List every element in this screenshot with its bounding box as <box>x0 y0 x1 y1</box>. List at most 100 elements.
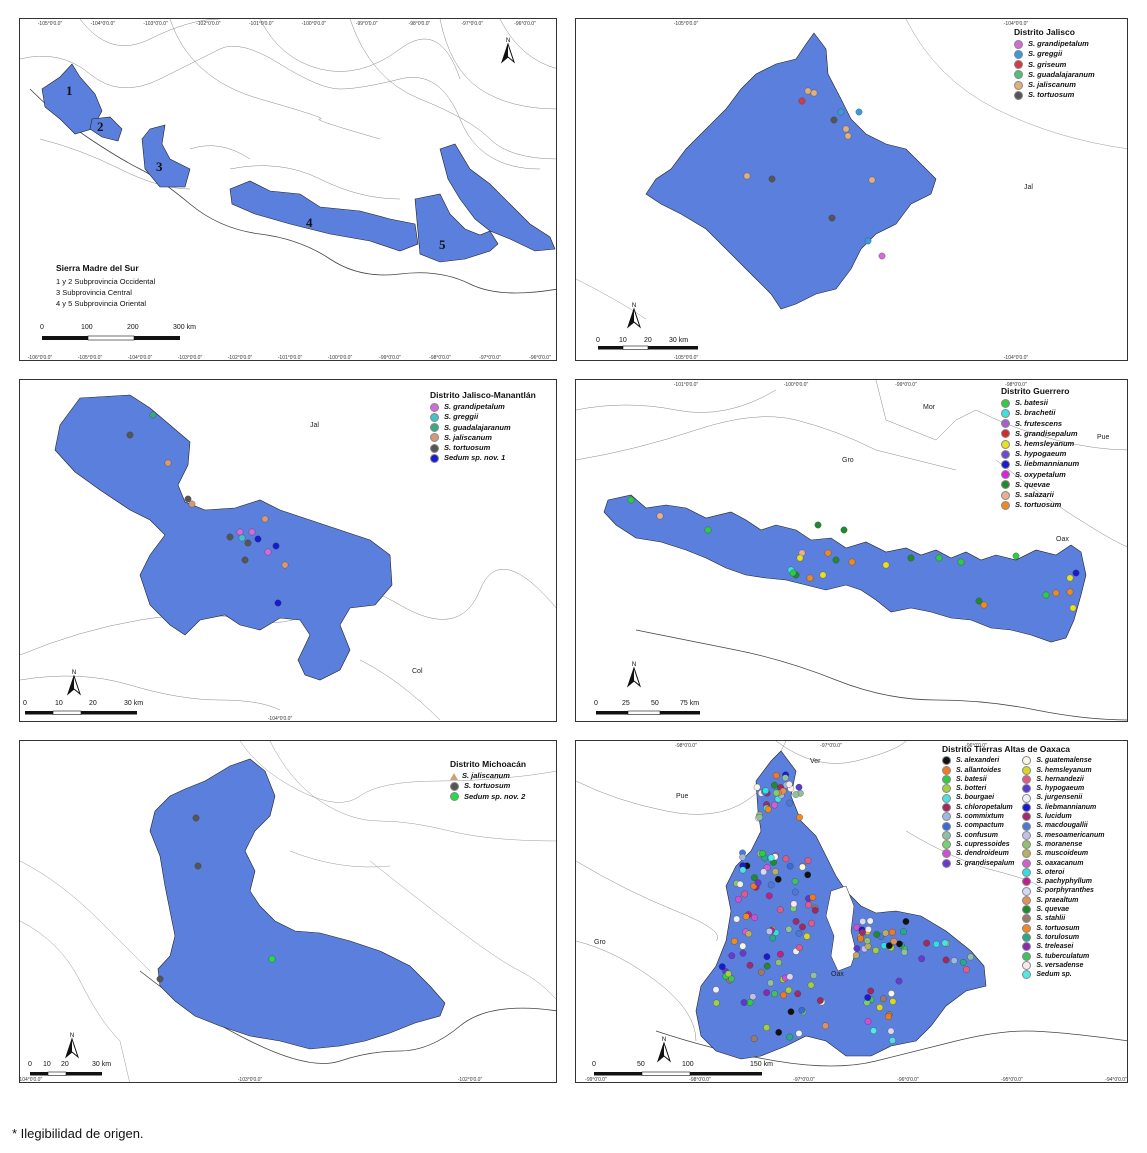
legend-swatch <box>942 830 951 840</box>
occurrence-point <box>918 955 926 963</box>
legend-item: S. cupressoides <box>942 840 1014 850</box>
map6-points <box>712 771 974 1044</box>
state-label-oax: Oax <box>1056 536 1069 543</box>
north-label: N <box>632 303 636 309</box>
legend-label: S. grandipetalum <box>444 402 505 412</box>
legend-swatch <box>942 775 951 785</box>
legend-swatch <box>450 772 458 780</box>
legend-swatch <box>430 413 439 422</box>
scale-label: 25 <box>622 700 630 707</box>
occurrence-point <box>753 783 761 791</box>
legend-swatch <box>1022 858 1032 868</box>
scale-label: 75 km <box>680 700 700 707</box>
legend-label: S. tortuosum <box>464 781 511 791</box>
map3-points <box>126 411 289 607</box>
occurrence-point <box>1069 604 1077 612</box>
occurrence-point <box>742 913 750 920</box>
occurrence-point <box>872 947 880 954</box>
occurrence-point <box>786 862 794 870</box>
occurrence-point <box>809 893 817 901</box>
legend-label: S. hemsleyanum <box>1036 766 1092 774</box>
map2-svg: -105°0'0.0" -104°0'0.0" -105°0'0.0" -104°0… <box>576 19 1127 360</box>
occurrence-point <box>799 863 806 871</box>
occurrence-point <box>848 558 856 566</box>
state-boundaries <box>576 19 1127 320</box>
occurrence-point <box>799 923 806 931</box>
legend-item: S. oaxacanum <box>1022 858 1104 868</box>
map-distrito-jalisco: -105°0'0.0" -104°0'0.0" -105°0'0.0" -104°0… <box>575 18 1128 361</box>
occurrence-point <box>264 548 272 556</box>
occurrence-point <box>728 952 736 960</box>
occurrence-point <box>795 1030 803 1037</box>
occurrence-point <box>268 955 276 963</box>
legend-swatch <box>430 453 439 463</box>
scale-bar <box>596 710 700 715</box>
legend-item: S. versadense <box>1022 960 1104 970</box>
legend-title: Distrito Jalisco-Manantlán <box>430 390 536 400</box>
occurrence-point <box>890 938 898 945</box>
coordinate-label: -104°0'0.0" <box>268 716 293 722</box>
legend-item: S. oxypetalum <box>1001 470 1079 480</box>
legend-swatch <box>942 812 951 822</box>
occurrence-point <box>192 814 200 822</box>
occurrence-point <box>811 906 819 914</box>
legend-label: S. allantoides <box>956 766 1002 774</box>
occurrence-point <box>887 1027 895 1035</box>
legend-label: S. quevae <box>1036 906 1070 914</box>
legend-item: S. greggii <box>430 412 536 422</box>
state-label-mor: Mor <box>923 404 936 411</box>
occurrence-point <box>889 1037 896 1044</box>
occurrence-point <box>756 813 763 821</box>
coordinate-label: -97°0'0.0" <box>479 355 501 361</box>
scale-label: 150 km <box>750 1061 773 1068</box>
map1-legend: Sierra Madre del Sur 1 y 2 Subprovincia … <box>56 263 155 309</box>
coordinate-label: -99°0'0.0" <box>895 382 917 388</box>
legend-item: S. muscoideum <box>1022 849 1104 859</box>
occurrence-point <box>739 942 747 950</box>
legend-item: Sedum sp. <box>1022 970 1104 980</box>
legend-swatch <box>1001 449 1010 459</box>
occurrence-point <box>901 948 908 956</box>
occurrence-point <box>814 521 822 529</box>
occurrence-point <box>864 1018 872 1025</box>
legend-label: S. praealtum <box>1036 896 1079 904</box>
occurrence-point <box>764 805 772 813</box>
legend-item: S. salazarii <box>1001 490 1079 500</box>
coastline <box>29 88 556 294</box>
legend-swatch <box>430 443 439 453</box>
legend-swatch <box>1001 398 1010 408</box>
occurrence-point <box>804 871 812 879</box>
legend-item: S. stahlii <box>1022 914 1104 924</box>
legend-label: S. hemsleyanum <box>1015 439 1075 449</box>
legend-swatch <box>1001 470 1010 480</box>
occurrence-point <box>704 526 712 534</box>
map-distrito-jalisco-manantlan: -104°0'0.0" N Jal Col Distrito Jalisco-M… <box>19 379 557 722</box>
legend-swatch <box>1001 439 1010 449</box>
region-5-north <box>439 143 556 252</box>
map-distrito-guerrero: -101°0'0.0" -100°0'0.0" -99°0'0.0" -98°0'0.… <box>575 379 1128 722</box>
occurrence-point <box>959 959 967 966</box>
legend-item: S. porphyranthes <box>1022 886 1104 896</box>
occurrence-point <box>733 915 741 923</box>
district-region <box>149 758 446 1050</box>
occurrence-point <box>819 571 827 579</box>
state-label-gro: Gro <box>594 939 606 946</box>
coordinate-label: -99°0'0.0" <box>379 355 401 361</box>
map5-legend: Distrito Michoacán S. jaliscanum S. tortu… <box>450 759 526 802</box>
legend-item: S. quevae <box>1001 480 1079 490</box>
legend-item: Sedum sp. nov. 2 <box>450 792 526 802</box>
occurrence-point <box>149 411 157 419</box>
occurrence-point <box>772 868 779 876</box>
legend-swatch <box>942 840 951 850</box>
coordinate-label: -103°0'0.0" <box>238 1077 263 1083</box>
legend-label: S. salazarii <box>1015 490 1054 500</box>
occurrence-point <box>942 956 950 964</box>
occurrence-point <box>156 975 164 983</box>
legend-item: S. praealtum <box>1022 895 1104 905</box>
coordinate-label: -103°0'0.0" <box>143 21 168 27</box>
occurrence-point <box>907 554 915 562</box>
legend-title: Distrito Guerrero <box>1001 386 1070 396</box>
occurrence-point <box>785 986 793 994</box>
occurrence-point <box>184 495 192 503</box>
district-region <box>54 394 393 681</box>
